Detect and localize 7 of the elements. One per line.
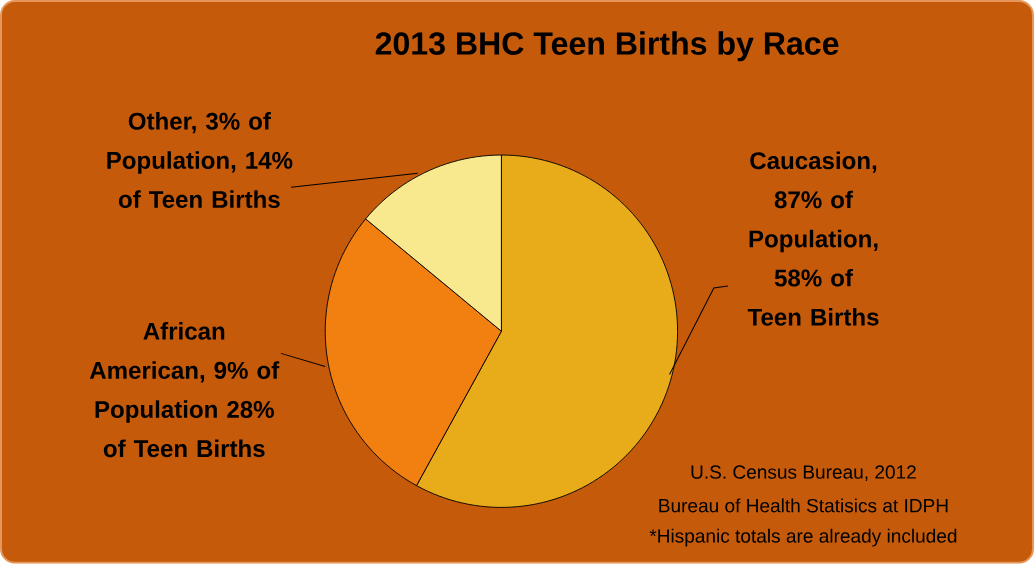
chart-title: 2013 BHC Teen Births by Race — [375, 31, 839, 62]
slice-label: Other, 3% of Population, 14% of Teen Births — [107, 112, 293, 209]
text: Bureau of Health Statisics at IDPH — [659, 498, 948, 513]
slice-label: African American, 9% of Population 28% of Teen Births — [89, 322, 280, 458]
slice-label: Caucasion, 87% of Population, 58% of Teen Births — [747, 151, 879, 326]
text: U.S. Census Bureau, 2012 — [691, 465, 916, 482]
text: *Hispanic totals are already included — [649, 528, 957, 547]
